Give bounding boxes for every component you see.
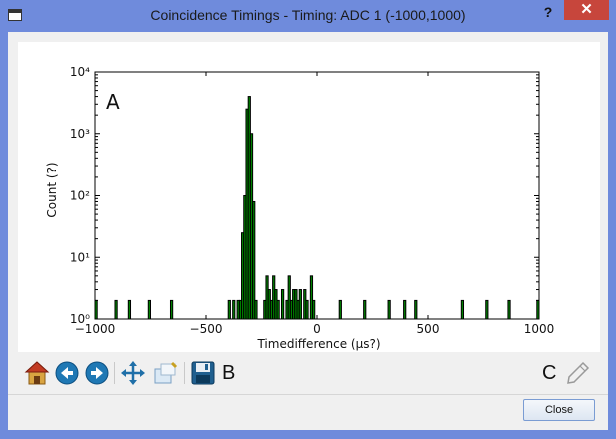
toolbar-label-b: B [222,362,236,384]
histogram-bar [312,299,316,320]
y-axis-label: Count (?) [45,162,59,217]
histogram-bar [485,299,489,320]
annotation-a: A [106,90,120,114]
histogram-bar [236,299,240,320]
histogram-bar [227,299,231,320]
footer-divider [8,394,608,395]
histogram-chart: A Timedifference (µs?) Count (?) −1000 −5… [45,65,555,351]
toolbar-label-c: C [542,362,557,384]
back-button[interactable] [54,360,80,386]
pencil-icon [567,361,590,384]
histogram-bar [127,299,132,320]
histogram-bar [232,299,236,320]
x-tick-label: 0 [313,322,321,336]
save-button[interactable] [190,360,216,386]
title-bar[interactable]: Coincidence Timings - Timing: ADC 1 (-10… [0,0,616,32]
close-button[interactable]: Close [523,399,595,421]
plot-frame [94,71,540,320]
home-icon [24,361,50,385]
y-tick-label: 10³ [70,127,90,141]
arrow-left-icon [55,361,79,385]
x-axis-label: Timedifference (µs?) [256,337,380,351]
plot-canvas[interactable]: A Timedifference (µs?) Count (?) −1000 −5… [18,42,600,352]
histogram-bar [276,299,280,320]
y-tick-label: 10⁰ [70,312,90,326]
histogram-bar [363,299,367,320]
y-tick-label: 10¹ [70,250,90,264]
x-tick-label: 1000 [524,322,555,336]
arrow-right-icon [85,361,109,385]
zoom-icon [154,361,178,384]
edit-button[interactable] [565,360,591,386]
histogram-bar [169,299,174,320]
histogram-bar [414,299,418,320]
histogram-bar [460,299,465,320]
histogram-bar [387,299,391,320]
histogram-bar [403,299,407,320]
zoom-button[interactable] [152,360,178,386]
pan-button[interactable] [120,360,146,386]
window-title: Coincidence Timings - Timing: ADC 1 (-10… [150,7,466,23]
window-app-icon [8,9,22,21]
histogram-bar [280,289,285,320]
histogram-bar [114,299,118,320]
toolbar-separator [184,362,185,384]
y-tick-label: 10⁴ [70,65,90,79]
forward-button[interactable] [84,360,110,386]
x-tick-label: −500 [190,322,223,336]
y-tick-label: 10² [70,189,90,203]
histogram-bar [254,299,258,320]
home-button[interactable] [24,360,50,386]
help-button[interactable]: ? [543,4,553,20]
floppy-disk-icon [191,361,215,385]
dialog-client-area: A Timedifference (µs?) Count (?) −1000 −5… [8,32,608,430]
window-close-button[interactable]: ✕ [564,0,609,20]
x-tick-label: 500 [417,322,440,336]
move-arrows-icon [121,361,145,385]
histogram-bar [338,299,342,320]
toolbar-separator [114,362,115,384]
histogram-bar [147,299,151,320]
histogram-bar [298,289,302,320]
histogram-bar [305,299,309,320]
plot-toolbar: B C [8,356,608,392]
histogram-bar [507,299,511,320]
x-tick-label: −1000 [75,322,116,336]
